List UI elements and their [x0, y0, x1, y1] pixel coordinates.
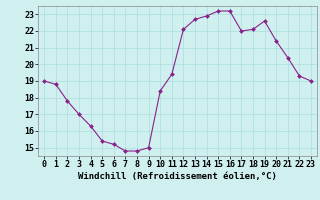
X-axis label: Windchill (Refroidissement éolien,°C): Windchill (Refroidissement éolien,°C)	[78, 172, 277, 181]
